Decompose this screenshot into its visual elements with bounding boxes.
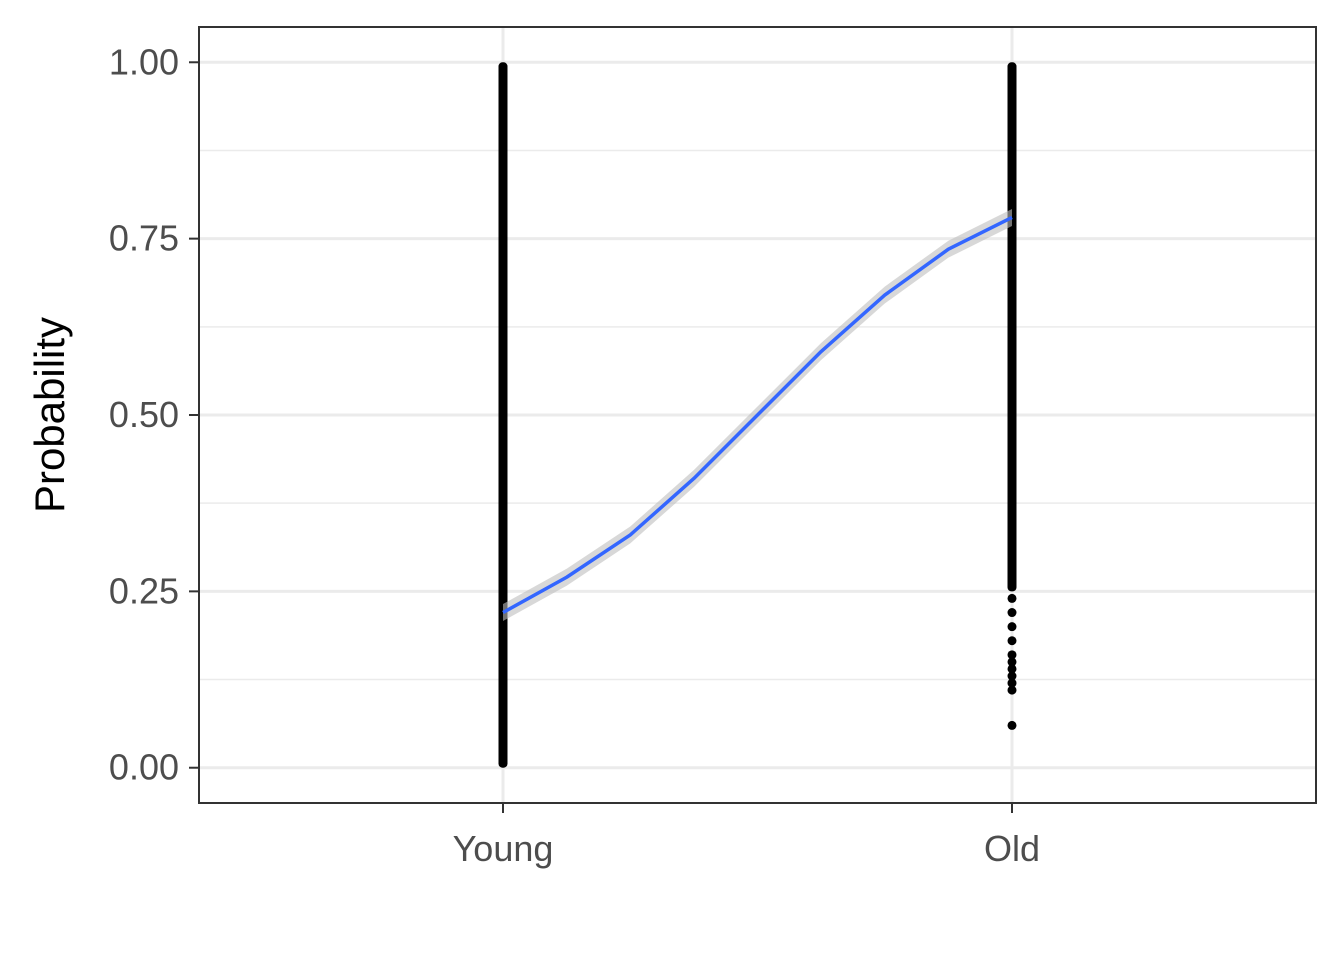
y-tick-label: 0.50: [109, 394, 179, 435]
y-tick-label: 0.00: [109, 747, 179, 788]
smooth-line: [502, 215, 1013, 615]
smooth-fit: [502, 209, 1013, 621]
y-tick-label: 0.25: [109, 570, 179, 611]
data-point: [1007, 678, 1017, 688]
y-axis-title: Probability: [26, 317, 73, 513]
data-point: [1007, 636, 1017, 646]
data-point: [1007, 593, 1017, 603]
data-point: [1007, 685, 1017, 695]
x-axis: Young Old: [453, 803, 1040, 869]
data-point: [1007, 650, 1017, 660]
data-point: [1007, 622, 1017, 632]
y-tick-label: 1.00: [109, 41, 179, 82]
data-points: [498, 62, 1017, 768]
grid-minor: [199, 149, 1316, 681]
y-tick-label: 0.75: [109, 218, 179, 259]
data-point: [1007, 657, 1017, 667]
x-tick-label: Young: [453, 828, 554, 869]
data-point: [1007, 720, 1017, 730]
data-point: [1007, 671, 1017, 681]
points-strip-young: [498, 62, 508, 768]
data-point: [1007, 664, 1017, 674]
points-strip-old: [1007, 62, 1017, 592]
data-point: [1007, 608, 1017, 618]
y-axis: 0.00 0.25 0.50 0.75 1.00: [109, 41, 199, 788]
x-tick-label: Old: [984, 828, 1040, 869]
